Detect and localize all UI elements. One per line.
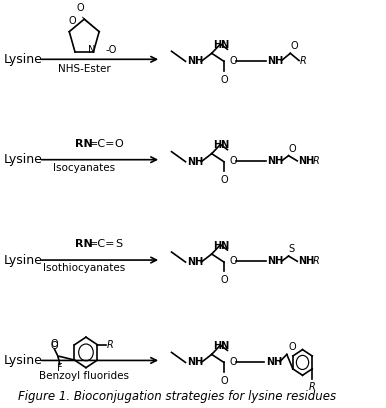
Text: =C=: =C= (88, 139, 115, 149)
Text: RN: RN (75, 239, 93, 249)
Text: R: R (300, 55, 307, 66)
Text: R: R (312, 156, 319, 166)
Text: O: O (220, 376, 228, 386)
Text: NH: NH (298, 156, 315, 166)
Text: S: S (115, 239, 123, 249)
Text: HN: HN (213, 241, 230, 251)
Text: S: S (289, 244, 295, 254)
Text: HN: HN (213, 140, 230, 151)
Text: O: O (229, 357, 237, 367)
Text: HN: HN (213, 341, 230, 351)
Text: O: O (51, 341, 58, 351)
Text: R: R (107, 340, 114, 350)
Text: Isocyanates: Isocyanates (53, 163, 115, 173)
Text: NH: NH (267, 256, 284, 266)
Text: NH: NH (187, 357, 203, 368)
Text: Lysine: Lysine (3, 354, 42, 367)
Text: O: O (115, 139, 124, 149)
Text: R: R (312, 256, 319, 266)
Text: Lysine: Lysine (3, 253, 42, 266)
Text: NH: NH (187, 157, 203, 167)
Text: =C=: =C= (88, 239, 115, 249)
Text: NHS-Ester: NHS-Ester (58, 64, 110, 74)
Text: -O: -O (106, 45, 117, 55)
Text: F: F (57, 364, 63, 373)
Text: NH: NH (267, 156, 284, 166)
Text: NH: NH (187, 56, 203, 67)
Text: O: O (290, 41, 298, 51)
Text: NH: NH (187, 257, 203, 267)
Text: NH: NH (267, 55, 284, 66)
Text: Figure 1. Bioconjugation strategies for lysine residues: Figure 1. Bioconjugation strategies for … (18, 390, 336, 403)
Text: Benzoyl fluorides: Benzoyl fluorides (39, 372, 129, 381)
Text: NH: NH (298, 256, 315, 266)
Text: R: R (309, 382, 316, 392)
Text: O: O (229, 55, 237, 66)
Text: O: O (289, 342, 296, 353)
Text: HN: HN (213, 40, 230, 50)
Text: O: O (229, 256, 237, 266)
Text: N: N (88, 45, 95, 55)
Text: NH: NH (266, 357, 282, 367)
Text: O: O (220, 175, 228, 185)
Text: O: O (77, 3, 85, 13)
Text: Lysine: Lysine (3, 153, 42, 166)
Text: O: O (229, 156, 237, 166)
Text: O: O (220, 75, 228, 84)
Text: O: O (220, 275, 228, 285)
Text: RN: RN (75, 139, 93, 149)
Text: O: O (51, 339, 58, 349)
Text: Isothiocyanates: Isothiocyanates (43, 263, 125, 273)
Text: Lysine: Lysine (3, 53, 42, 66)
Text: O: O (69, 16, 76, 26)
Text: O: O (289, 144, 296, 154)
